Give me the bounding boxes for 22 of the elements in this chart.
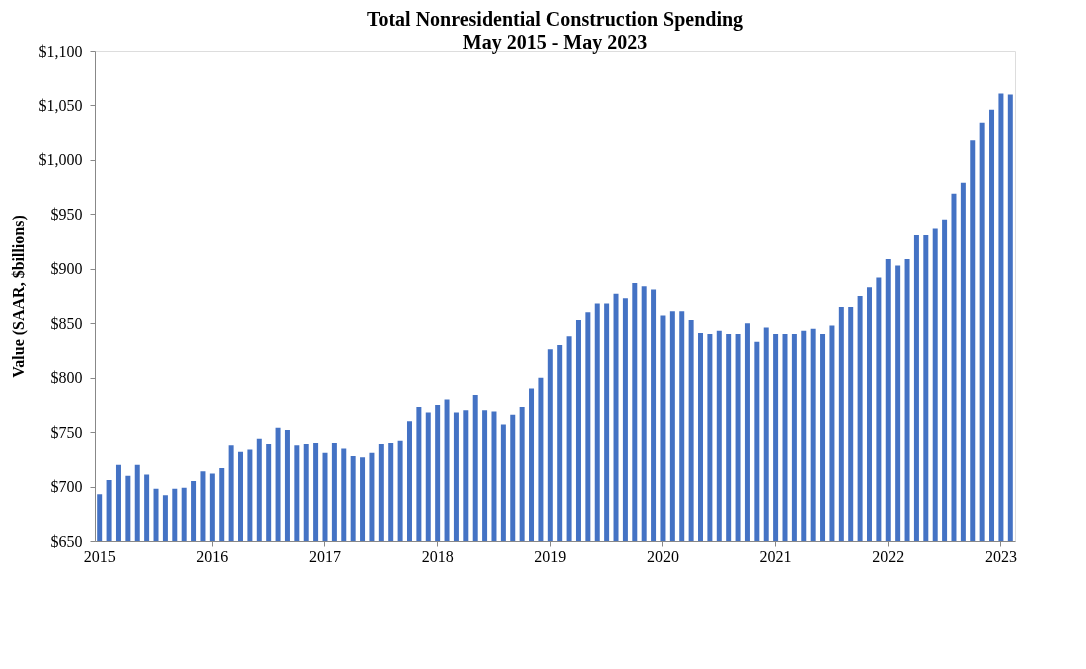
chart-subtitle: May 2015 - May 2023 [462,31,648,54]
x-tick-label: 2019 [534,548,567,565]
x-tick-label: 2015 [83,548,116,565]
x-tick-label: 2021 [759,548,792,565]
y-tick-label: $650 [50,532,83,550]
y-tick-label: $1,100 [38,42,83,60]
y-tick-label: $750 [50,423,83,441]
chart-title: Total Nonresidential Construction Spending [366,8,744,31]
y-tick-label: $700 [50,478,83,496]
x-tick-label: 2023 [984,548,1017,565]
x-tick-label: 2020 [646,548,679,565]
x-tick-label: 2017 [309,548,341,565]
y-tick-label: $1,050 [38,96,83,114]
x-tick-label: 2018 [421,548,454,565]
x-tick-label: 2022 [872,548,905,565]
y-axis-title: Value (SAAR, $billions) [9,215,28,378]
y-tick-label: $1,000 [38,151,83,169]
y-tick-label: $950 [50,205,83,223]
y-tick-label: $900 [50,260,83,278]
y-tick-label: $850 [50,314,83,332]
y-tick-label: $800 [50,369,83,387]
x-tick-label: 2016 [196,548,229,565]
